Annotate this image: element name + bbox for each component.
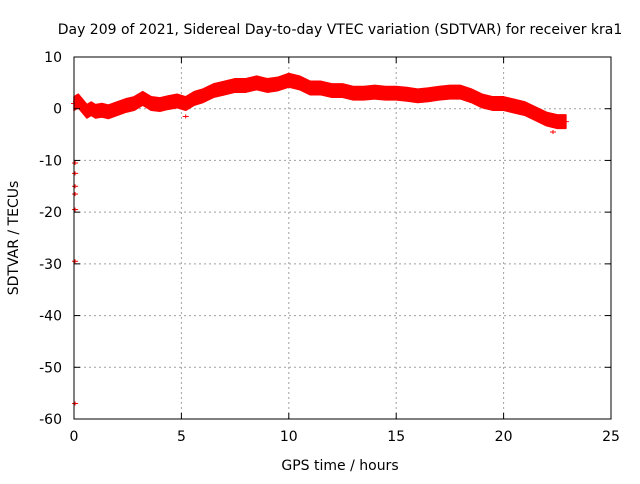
x-tick-label-5: 5 [177, 429, 186, 445]
x-tick-label-25: 25 [602, 429, 620, 445]
x-tick-label-10: 10 [280, 429, 298, 445]
outlier-point-3 [72, 192, 79, 197]
y-tick-label-neg40: -40 [39, 309, 62, 325]
axes [73, 56, 612, 420]
outlier-point-2 [72, 184, 79, 189]
grid-lines [74, 57, 611, 419]
series-band [73, 72, 567, 130]
tick-labels: 0 5 10 15 20 25 10 0 -10 -20 -30 -40 -50 -60 [39, 50, 620, 445]
y-axis-label: SDTVAR / TECUs [6, 181, 22, 296]
outlier-point-4 [72, 207, 79, 212]
outlier-point-1 [72, 171, 79, 176]
y-tick-label-neg30: -30 [39, 257, 62, 273]
outlier-point-5 [72, 259, 79, 264]
y-tick-label-neg50: -50 [39, 360, 62, 376]
chart-title: Day 209 of 2021, Sidereal Day-to-day VTE… [58, 22, 623, 38]
y-tick-label-neg60: -60 [39, 412, 62, 428]
y-tick-label-neg20: -20 [39, 205, 62, 221]
outlier-point-0 [72, 161, 79, 166]
outlier-point-6 [72, 401, 79, 406]
x-tick-label-15: 15 [387, 429, 405, 445]
y-tick-label-10: 10 [44, 50, 62, 66]
outlier-point-8 [550, 129, 557, 134]
x-tick-label-20: 20 [495, 429, 513, 445]
plot-frame [73, 56, 612, 420]
outlier-point-7 [182, 114, 189, 119]
y-tick-label-0: 0 [53, 102, 62, 118]
x-axis-label: GPS time / hours [281, 458, 398, 474]
x-tick-label-0: 0 [70, 429, 79, 445]
series-sdtvar-kra1 [71, 72, 569, 406]
y-tick-label-neg10: -10 [39, 153, 62, 169]
